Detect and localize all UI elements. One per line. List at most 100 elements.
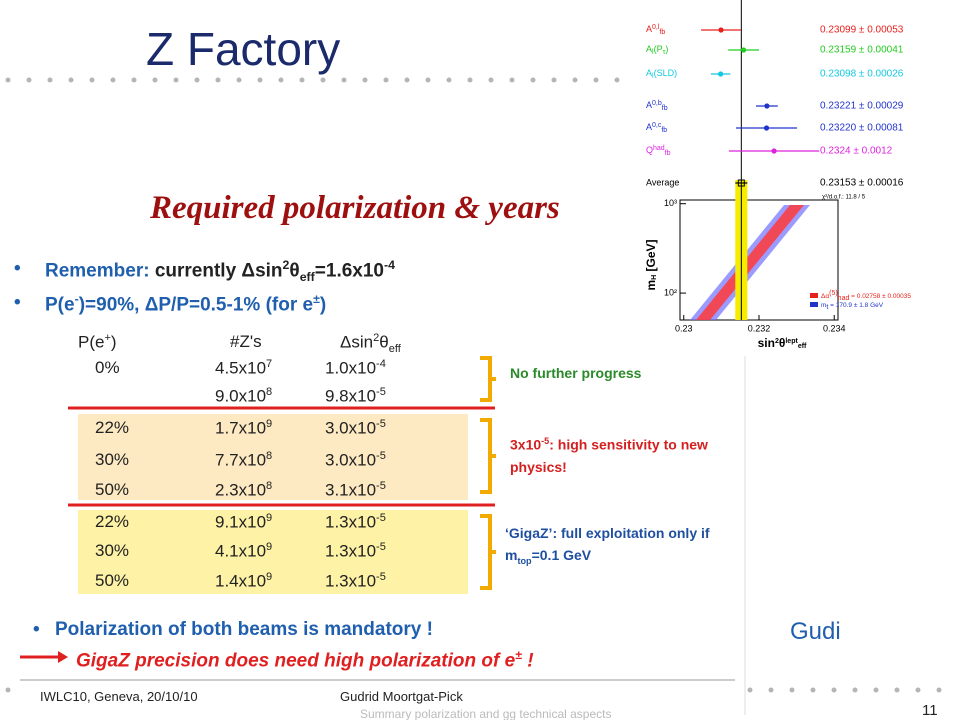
text: #Z's [230, 332, 262, 351]
table-cell: 50% [95, 571, 130, 590]
arrow-head [58, 651, 68, 663]
text: 1.3x10 [325, 541, 377, 561]
note: 3x10-5: high sensitivity to new physics! [510, 430, 708, 478]
text: 1.4x10 [215, 571, 267, 591]
note: ‘GigaZ’: full exploitation only if mtop=0… [505, 522, 710, 572]
text: 0,b [652, 100, 662, 107]
text: (P [654, 44, 663, 54]
text: No further progress [510, 365, 642, 381]
plot-background [632, 0, 960, 356]
table-cell: 9.8x10-5 [325, 386, 386, 407]
table-cell: 7.7x108 [215, 450, 272, 471]
text: 3x10 [510, 436, 542, 453]
bullet: • [33, 619, 40, 640]
text: -5 [376, 571, 386, 583]
text: ) [110, 332, 117, 352]
measurement-point [718, 27, 724, 33]
text: -5 [376, 418, 386, 430]
bullet-text: Remember: currently Δsin2θeff=1.6x10-4 [45, 258, 395, 284]
text: physics! [510, 458, 567, 475]
text: (SLD) [654, 68, 678, 78]
table-header: P(e+) [78, 332, 117, 353]
text: 2.3x10 [215, 480, 267, 500]
text: m [821, 302, 826, 309]
average-name: Average [646, 177, 679, 187]
y-tick-label: 10² [664, 287, 677, 297]
text: fb [659, 29, 665, 36]
bullet: • [14, 292, 21, 313]
page-number: 11 [922, 702, 938, 719]
text: sin [758, 336, 775, 350]
text: : high sensitivity to new [549, 436, 708, 453]
text: had [838, 295, 850, 302]
table-cell: 1.0x10-4 [325, 358, 386, 379]
text: H [651, 275, 658, 280]
measurement-name: A0,cfb [646, 122, 667, 135]
measurement-value: 0.23220 ± 0.00081 [820, 123, 904, 134]
measurement-value: 0.23099 ± 0.00053 [820, 25, 904, 36]
text: )=90%, ΔP/P=0.5-1% (for e [78, 294, 314, 316]
measurement-name: A0,lfb [646, 24, 665, 37]
text: [GeV] [644, 239, 658, 274]
text: -4 [376, 358, 386, 370]
table-cell: 4.1x109 [215, 541, 272, 562]
text: fb [662, 105, 668, 112]
text: 3.1x10 [325, 480, 377, 500]
text: 1.3x10 [325, 512, 377, 532]
text: 9 [266, 418, 273, 430]
table-cell: 9.1x109 [215, 512, 272, 533]
table-cell: 22% [95, 418, 130, 437]
text: θ [379, 332, 389, 352]
text: 1.7x10 [215, 418, 267, 438]
text: ± [515, 648, 522, 662]
text: =0.1 GeV [531, 547, 592, 563]
text: -5 [376, 541, 386, 553]
highlight-band [78, 414, 468, 500]
text: P(e [78, 332, 105, 352]
text: + [104, 332, 111, 344]
text: 2 [282, 258, 290, 272]
text: 9 [266, 541, 273, 553]
text: -5 [376, 480, 386, 492]
text: τ [663, 49, 666, 56]
table-cell: 2.3x108 [215, 480, 272, 501]
table-cell: 3.0x10-5 [325, 418, 386, 439]
measurement-name: A0,bfb [646, 100, 668, 113]
y-axis-label: mH [GeV] [644, 239, 658, 290]
text: l [652, 49, 654, 56]
text: ‘GigaZ’: full exploitation only if [505, 525, 710, 541]
text: 9.1x10 [215, 512, 267, 532]
legend-swatch [810, 302, 818, 307]
text: - [74, 292, 79, 306]
table-cell: 4.5x107 [215, 358, 272, 379]
table-cell: 3.0x10-5 [325, 450, 386, 471]
measurement-value: 0.23098 ± 0.00026 [820, 69, 904, 80]
text: ) [319, 294, 327, 316]
text: (5) [829, 290, 838, 297]
y-tick-label: 10³ [664, 198, 677, 208]
text: t [826, 304, 828, 311]
text: A [646, 122, 652, 132]
table-cell: 30% [95, 450, 130, 469]
table-cell: 50% [95, 480, 130, 499]
text: 0,l [652, 24, 660, 31]
table-header: #Z's [230, 332, 262, 352]
highlight-band [78, 510, 468, 594]
text: fb [665, 150, 671, 157]
legend-entry: mt = 170.9 ± 1.8 GeV [821, 302, 884, 312]
table-cell: 1.3x10-5 [325, 512, 386, 533]
text: θ [289, 260, 300, 282]
x-tick-label: 0.232 [748, 323, 771, 333]
text: 7 [266, 358, 273, 370]
bracket [480, 418, 496, 494]
text: Remember: [45, 260, 150, 282]
text: 9.8x10 [325, 386, 377, 406]
table-cell: 1.4x109 [215, 571, 272, 592]
text: ) [665, 44, 668, 54]
measurement-value: 0.23159 ± 0.00041 [820, 45, 904, 56]
table-cell: 30% [95, 541, 130, 560]
text: -5 [376, 450, 386, 462]
text: 9 [266, 571, 273, 583]
